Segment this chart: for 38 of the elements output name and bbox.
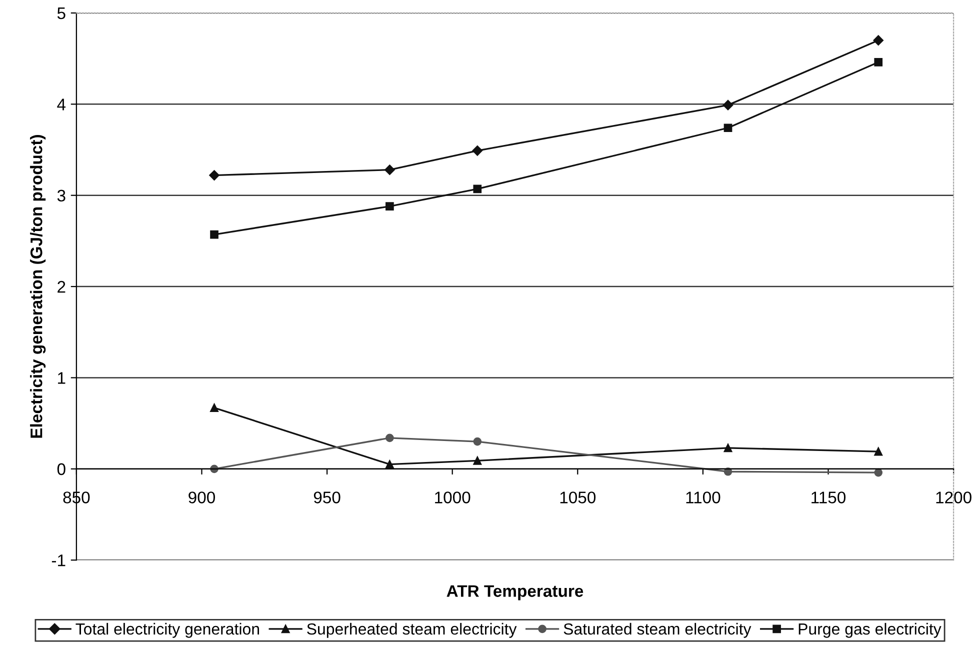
x-tick-label: 1100 <box>686 492 720 504</box>
point <box>209 170 220 180</box>
y-tick-label: 1 <box>58 372 66 384</box>
y-tick-label: 5 <box>57 8 66 20</box>
y-tick-label: -1 <box>52 554 66 566</box>
point <box>722 100 734 110</box>
point <box>874 58 883 66</box>
point <box>210 404 218 412</box>
point <box>874 447 883 456</box>
point <box>873 35 884 46</box>
x-tick-label: 900 <box>188 492 215 504</box>
point <box>724 444 732 452</box>
point <box>724 124 732 132</box>
y-tick-label: 4 <box>57 98 66 110</box>
point <box>210 230 218 239</box>
y-tick-label: 3 <box>57 190 66 202</box>
y-axis-title: Electricity generation (GJ/ton product) <box>30 135 46 438</box>
x-tick-label: 1050 <box>560 492 596 504</box>
point <box>472 146 483 156</box>
x-tick-label: 1200 <box>936 492 972 504</box>
point <box>386 460 394 469</box>
x-tick-label: 1150 <box>812 492 846 504</box>
point <box>386 434 394 442</box>
point <box>384 164 395 175</box>
point <box>874 468 883 477</box>
legend-label: Total electricity generation <box>76 622 259 638</box>
point <box>473 456 482 465</box>
y-tick-label: 0 <box>57 463 66 476</box>
x-tick-label: 950 <box>314 492 340 504</box>
point <box>473 184 482 194</box>
point <box>473 437 482 446</box>
x-axis-title: ATR Temperature <box>446 585 584 600</box>
y-tick-label: 2 <box>58 280 66 293</box>
legend-label: Superheated steam electricity <box>307 622 517 638</box>
legend-label: Purge gas electricity <box>798 622 942 638</box>
point <box>386 202 394 210</box>
x-tick-label: 1000 <box>435 492 470 504</box>
legend-label: Saturated steam electricity <box>564 622 752 638</box>
